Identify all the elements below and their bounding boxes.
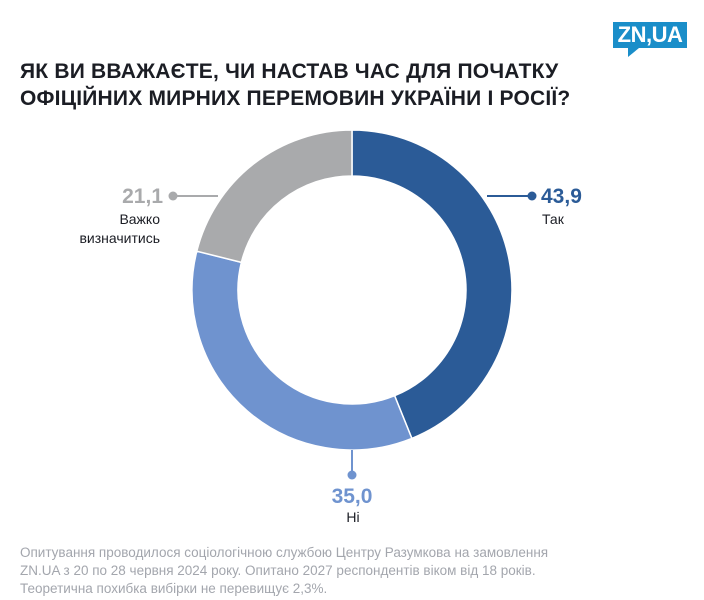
survey-footnote: Опитування проводилося соціологічною слу… bbox=[20, 544, 690, 598]
title-line-2: ОФІЦІЙНИХ МИРНИХ ПЕРЕМОВИН УКРАЇНИ І РОС… bbox=[20, 87, 571, 110]
leader-dot-yes bbox=[527, 191, 537, 201]
category-label-yes: Так bbox=[542, 211, 565, 227]
slice-label-no: 35,0 Ні bbox=[332, 450, 373, 525]
slice-label-yes: 43,9 Так bbox=[487, 185, 582, 227]
footnote-line-3: Теоретична похибка вибірки не перевищує … bbox=[20, 581, 328, 596]
donut-slices bbox=[191, 129, 513, 451]
zn-ua-logo: ZN,UA bbox=[613, 22, 687, 48]
category-label-no: Ні bbox=[346, 509, 359, 525]
leader-dot-undecided bbox=[168, 191, 178, 201]
value-label-undecided: 21,1 bbox=[122, 185, 163, 208]
slice-label-undecided: 21,1 Важко визначитись bbox=[79, 185, 218, 246]
category-label-undecided-2: визначитись bbox=[79, 230, 160, 246]
category-label-undecided-1: Важко bbox=[119, 211, 160, 227]
value-label-yes: 43,9 bbox=[541, 185, 582, 208]
footnote-line-2: ZN.UA з 20 по 28 червня 2024 року. Опита… bbox=[20, 563, 536, 578]
slice-undecided bbox=[195, 129, 353, 264]
chart-title: ЯК ВИ ВВАЖАЄТЕ, ЧИ НАСТАВ ЧАС ДЛЯ ПОЧАТК… bbox=[20, 58, 580, 112]
leader-dot-no bbox=[347, 470, 357, 480]
logo-tail bbox=[628, 48, 639, 57]
value-label-no: 35,0 bbox=[332, 485, 373, 508]
slice-yes bbox=[351, 129, 513, 440]
footnote-line-1: Опитування проводилося соціологічною слу… bbox=[20, 545, 549, 560]
title-line-1: ЯК ВИ ВВАЖАЄТЕ, ЧИ НАСТАВ ЧАС ДЛЯ ПОЧАТК… bbox=[20, 60, 559, 83]
slice-no bbox=[191, 250, 413, 451]
